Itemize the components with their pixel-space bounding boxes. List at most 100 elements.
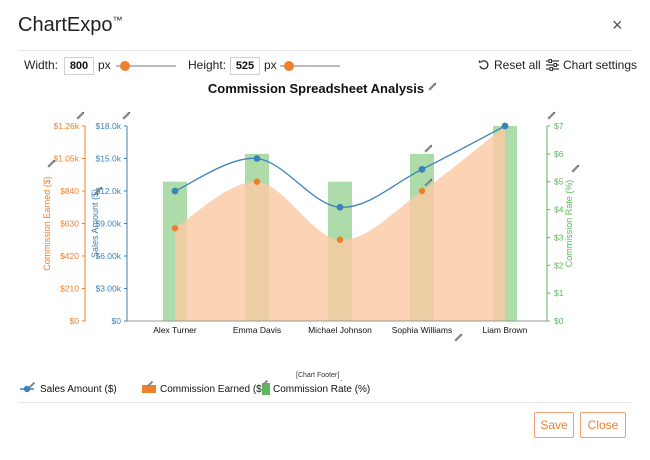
pencil-icon: [547, 111, 556, 120]
width-label: Width:: [24, 58, 59, 72]
tick-label-rate: $5: [554, 177, 564, 187]
pencil-icon-body: [146, 380, 154, 388]
pencil-icon: [94, 186, 103, 195]
tick-label-sales: $15.0k: [95, 154, 121, 164]
chart-settings-button[interactable]: Chart settings: [546, 58, 637, 72]
legend-label-rate: Commission Rate (%): [273, 384, 370, 395]
legend-marker-sales: [23, 385, 31, 393]
pencil-icon-body: [339, 380, 347, 382]
pencil-icon-tip: [52, 159, 56, 163]
height-slider[interactable]: [280, 61, 340, 71]
pencil-icon-body: [454, 334, 462, 342]
pencil-icon: [424, 144, 433, 153]
width-input[interactable]: 800: [64, 57, 94, 75]
tick-label-commission: $420: [60, 251, 79, 261]
pencil-icon-tip: [552, 111, 556, 115]
pencil-icon-body: [261, 380, 269, 387]
tick-label-commission: $210: [60, 284, 79, 294]
close-button[interactable]: Close: [580, 412, 626, 438]
point-commission-earned: [336, 236, 344, 243]
save-button[interactable]: Save: [534, 412, 574, 438]
close-icon[interactable]: ×: [612, 15, 623, 35]
pencil-icon: [47, 159, 56, 168]
pencil-icon-tip: [99, 186, 103, 190]
legend-label-sales: Sales Amount ($): [40, 384, 117, 395]
x-tick-label: Sophia Williams: [392, 325, 452, 335]
tick-label-commission: $630: [60, 219, 79, 229]
pencil-icon-body: [428, 83, 436, 91]
height-unit: px: [264, 58, 277, 72]
x-tick-label: Emma Davis: [233, 325, 281, 335]
pencil-icon: [261, 380, 269, 387]
reset-icon: [478, 60, 489, 70]
pencil-icon-tip: [576, 164, 580, 168]
tick-label-commission: $1.26k: [53, 121, 79, 131]
tick-label-rate: $4: [554, 205, 564, 215]
pencil-icon: [28, 381, 36, 389]
pencil-icon: [339, 380, 347, 382]
header-divider: [18, 50, 632, 51]
width-unit: px: [98, 58, 111, 72]
axis-title-rate: Commission Rate (%): [564, 180, 574, 268]
chart-footer[interactable]: [Chart Footer]: [296, 372, 340, 379]
pencil-icon: [424, 178, 433, 187]
pencil-icon-body: [571, 165, 579, 173]
pencil-icon-tip: [127, 111, 131, 115]
height-label: Height:: [188, 58, 227, 72]
tick-label-rate: $7: [554, 121, 564, 131]
trademark-sign: ™: [112, 15, 123, 27]
tick-label-sales: $9.00k: [95, 219, 121, 229]
pencil-icon: [454, 333, 463, 342]
axis-title-sales: Sales Amount ($): [90, 189, 100, 258]
point-commission-earned: [253, 178, 261, 185]
pencil-icon-body: [424, 179, 432, 187]
edit-icons: [47, 82, 580, 342]
chart-legend: Sales Amount ($) Commission Earned ($) Com…: [20, 380, 620, 400]
tick-label-rate: $6: [554, 149, 564, 159]
pencil-icon: [428, 82, 437, 91]
width-slider[interactable]: [116, 61, 176, 71]
tick-label-sales: $6.00k: [95, 251, 121, 261]
x-tick-label: Alex Turner: [153, 325, 197, 335]
point-sales-amount: [501, 122, 509, 130]
chart-settings-label: Chart settings: [563, 58, 638, 72]
width-slider-handle[interactable]: [120, 61, 130, 71]
point-sales-amount: [336, 203, 344, 211]
tick-label-commission: $1.05k: [53, 154, 79, 164]
tick-label-sales: $0: [112, 316, 122, 326]
point-commission-earned: [418, 187, 426, 195]
point-commission-earned: [171, 224, 179, 232]
reset-all-label: Reset all: [494, 58, 541, 72]
height-slider-handle[interactable]: [284, 61, 294, 71]
pencil-icon: [571, 164, 580, 173]
reset-all-button[interactable]: Reset all: [478, 58, 541, 72]
point-sales-amount: [253, 155, 261, 162]
app-title-text: ChartExpo: [18, 14, 113, 36]
tick-label-rate: $1: [554, 288, 564, 298]
chart-title[interactable]: Commission Spreadsheet Analysis: [208, 81, 424, 96]
footer-divider: [18, 402, 632, 403]
point-sales-amount: [418, 165, 426, 173]
pencil-icon-body: [28, 381, 36, 389]
pencil-icon-tip: [459, 333, 463, 337]
tick-label-rate: $2: [554, 260, 564, 270]
point-sales-amount: [171, 187, 179, 195]
tick-label-sales: $3.00k: [95, 284, 121, 294]
height-input[interactable]: 525: [230, 57, 260, 75]
tick-label-commission: $0: [70, 316, 80, 326]
legend-swatch-commission: [142, 385, 156, 393]
legend-swatch-rate: [262, 383, 270, 395]
pencil-icon-body: [76, 112, 84, 120]
app-title: ChartExpo™: [18, 14, 123, 37]
pencil-icon-body: [547, 112, 555, 120]
pencil-icon-body: [424, 145, 432, 153]
pencil-icon-body: [47, 160, 55, 168]
tick-label-sales: $12.0k: [95, 186, 121, 196]
pencil-icon: [122, 111, 131, 120]
x-tick-label: Liam Brown: [483, 325, 528, 335]
pencil-icon-tip: [429, 144, 433, 148]
tick-label-rate: $0: [554, 316, 564, 326]
axis-title-commission: Commission Earned ($): [42, 176, 52, 271]
tick-label-commission: $840: [60, 186, 79, 196]
